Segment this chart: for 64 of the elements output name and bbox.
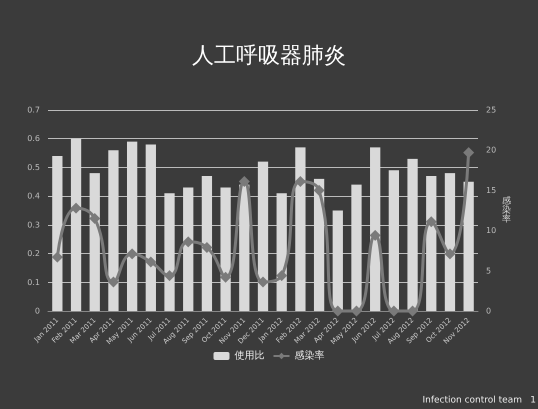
- bar: [126, 142, 138, 311]
- bar: [183, 188, 194, 311]
- y-tick-label: 0.7: [27, 106, 40, 114]
- bar: [220, 188, 231, 311]
- point: [238, 176, 250, 188]
- legend-label: 感染率: [294, 350, 324, 362]
- bar: [370, 147, 380, 311]
- point: [444, 248, 456, 260]
- bar: [90, 173, 100, 311]
- bar: [52, 156, 62, 311]
- y2-tick-label: 20: [486, 146, 496, 155]
- bar: [295, 147, 306, 311]
- bar: [276, 193, 287, 311]
- bar: [70, 138, 82, 311]
- point: [463, 147, 474, 158]
- bar: [239, 184, 250, 311]
- point: [108, 276, 119, 288]
- y-tick-label: 0.6: [27, 134, 40, 144]
- bar: [146, 144, 156, 311]
- point: [294, 176, 306, 188]
- y-tick-label: 0.1: [27, 278, 40, 287]
- bar: [464, 182, 474, 311]
- bar: [426, 176, 436, 311]
- point: [126, 248, 138, 260]
- y-tick-label: 0.2: [27, 249, 40, 258]
- legend-label: 使用比: [234, 350, 264, 362]
- point: [426, 216, 437, 228]
- point: [52, 252, 63, 263]
- bar: [258, 162, 268, 311]
- y-tick-label: 0.4: [27, 192, 40, 201]
- chart-title: 人工呼吸器肺炎: [192, 44, 346, 68]
- y-tick-label: 0.3: [27, 220, 40, 230]
- bar: [351, 184, 362, 311]
- bar: [202, 176, 212, 311]
- y2-tick-label: 0: [486, 306, 492, 316]
- text: Infection control team: [422, 396, 522, 406]
- text: 1: [530, 396, 536, 406]
- y2-tick-label: 5: [486, 266, 492, 276]
- bar: [332, 210, 343, 311]
- point: [276, 270, 288, 282]
- y-tick-label: 0.5: [27, 162, 40, 172]
- point: [314, 184, 325, 196]
- point: [332, 306, 344, 316]
- bar: [407, 158, 418, 311]
- point: [89, 213, 100, 224]
- y2-tick-label: 10: [486, 226, 496, 236]
- point: [370, 230, 381, 241]
- y2-tick-label: 15: [486, 186, 496, 195]
- y2-tick-label: 25: [486, 106, 496, 114]
- bar: [108, 150, 119, 311]
- point: [164, 270, 176, 282]
- point: [201, 242, 212, 253]
- bar: [388, 170, 400, 311]
- bar: [164, 193, 175, 311]
- point: [145, 256, 156, 268]
- y-tick-label: 0: [34, 306, 40, 316]
- point: [220, 272, 232, 283]
- y2-axis-title: 感染率: [502, 196, 512, 224]
- point: [70, 202, 82, 214]
- point: [407, 306, 418, 316]
- point: [182, 236, 194, 248]
- point: [258, 276, 268, 288]
- point: [388, 306, 400, 316]
- bar: [444, 173, 456, 311]
